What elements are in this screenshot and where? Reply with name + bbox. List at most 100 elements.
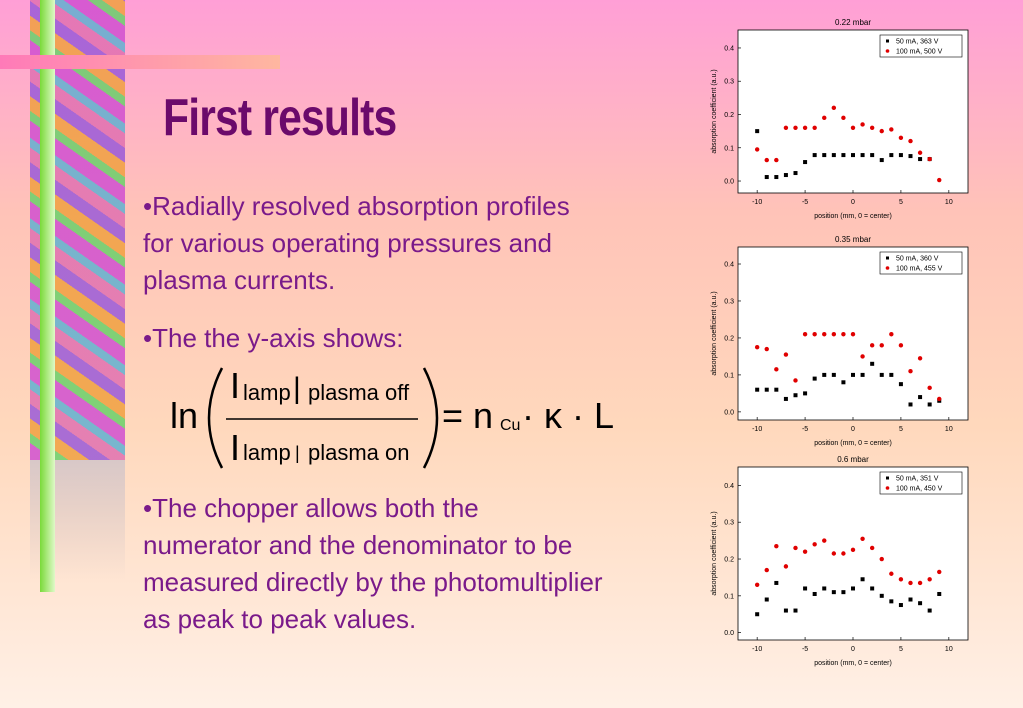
point: [898, 153, 903, 158]
point: [764, 175, 769, 180]
point: [764, 567, 769, 573]
formula-text: plasma off: [308, 380, 410, 405]
point: [860, 536, 865, 541]
point: [774, 367, 779, 372]
point: [812, 332, 817, 337]
x-tick-label: -5: [802, 199, 808, 206]
point: [908, 402, 913, 407]
x-tick-label: 5: [899, 646, 903, 653]
y-tick-label: 0.0: [724, 630, 734, 637]
x-tick-label: -10: [752, 426, 762, 433]
formula-text: |: [295, 443, 300, 463]
point: [889, 599, 894, 604]
point: [841, 380, 846, 385]
point: [870, 361, 875, 366]
point: [850, 332, 856, 337]
decor-bar: [40, 0, 55, 592]
point: [774, 580, 779, 585]
point: [937, 569, 942, 575]
y-tick-label: 0.1: [724, 145, 734, 152]
point: [764, 387, 769, 392]
point: [869, 125, 875, 130]
point: [870, 586, 875, 591]
decor-bar: [0, 55, 280, 69]
formula-text: = n: [442, 395, 493, 436]
point: [879, 343, 884, 348]
point: [754, 582, 760, 587]
y-tick-label: 0.1: [724, 372, 734, 379]
y-tick-label: 0.2: [724, 335, 734, 342]
point: [764, 346, 769, 352]
point: [898, 577, 904, 582]
point: [774, 175, 779, 180]
legend-label: 50 mA, 351 V: [896, 476, 939, 483]
point: [822, 115, 827, 121]
point: [860, 153, 865, 158]
point: [850, 547, 856, 553]
point: [841, 590, 846, 595]
point: [889, 127, 894, 132]
chart-title: 0.22 mbar: [835, 18, 871, 27]
point: [927, 577, 932, 582]
y-tick-label: 0.0: [724, 409, 734, 416]
bullet: •The the y-axis shows:: [143, 323, 404, 353]
point: [831, 332, 837, 337]
formula-text: lamp: [243, 380, 291, 405]
point: [927, 608, 932, 613]
point: [831, 551, 837, 556]
paren: [207, 367, 224, 469]
point: [889, 153, 894, 158]
point: [898, 382, 903, 387]
point: [793, 378, 798, 383]
point: [774, 543, 779, 549]
legend-marker: [885, 486, 890, 490]
y-tick-label: 0.2: [724, 557, 734, 564]
point: [851, 586, 855, 591]
point: [889, 332, 894, 337]
point: [793, 393, 798, 398]
bullet: •The chopper allows both the numerator a…: [143, 493, 603, 634]
point: [860, 372, 865, 377]
point: [918, 157, 923, 162]
point: [783, 396, 788, 401]
x-axis-label: position (mm, 0 = center): [814, 440, 892, 447]
point: [812, 125, 817, 130]
x-axis-label: position (mm, 0 = center): [814, 213, 892, 220]
point: [764, 597, 769, 602]
legend-box: [879, 251, 963, 275]
legend-label: 100 mA, 455 V: [896, 266, 943, 273]
x-tick-label: -10: [752, 646, 762, 653]
legend-label: 50 mA, 363 V: [896, 39, 939, 46]
point: [822, 332, 827, 337]
point: [879, 158, 884, 163]
formula-text: lamp: [243, 440, 291, 465]
point: [803, 391, 808, 396]
legend-marker: [886, 476, 889, 480]
chart-title: 0.6 mbar: [837, 455, 869, 464]
formula-text: ln: [170, 395, 198, 436]
y-axis-label: absorption coefficient (a.u.): [711, 511, 718, 595]
point: [851, 372, 855, 377]
x-tick-label: 5: [899, 426, 903, 433]
y-tick-label: 0.0: [724, 179, 734, 186]
point: [841, 153, 846, 158]
point: [879, 372, 884, 377]
legend-label: 100 mA, 500 V: [896, 49, 943, 56]
point: [812, 153, 817, 158]
point: [812, 376, 817, 381]
point: [898, 135, 904, 140]
point: [917, 580, 923, 586]
point: [822, 153, 827, 158]
point: [908, 580, 913, 586]
point: [937, 396, 942, 402]
point: [898, 343, 904, 348]
point: [869, 343, 875, 348]
legend-marker: [885, 266, 890, 270]
formula-text: Cu: [500, 417, 520, 434]
point: [755, 612, 760, 617]
point: [793, 545, 798, 551]
x-tick-label: -5: [802, 426, 808, 433]
point: [851, 153, 855, 158]
point: [841, 115, 846, 121]
point: [908, 138, 913, 144]
